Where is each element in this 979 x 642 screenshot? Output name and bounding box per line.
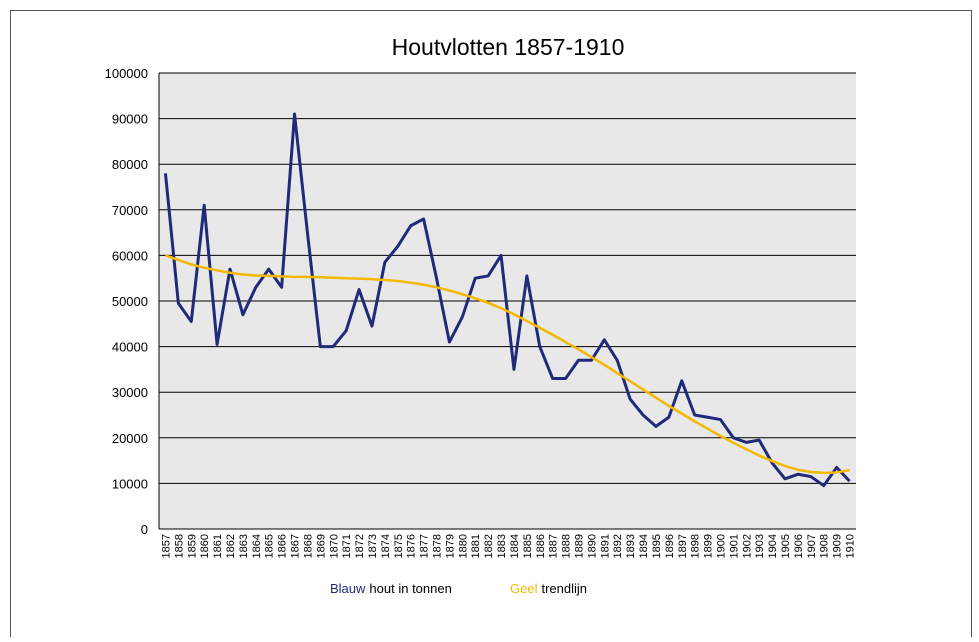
x-tick-label: 1892 bbox=[612, 534, 624, 558]
y-tick-label: 70000 bbox=[112, 203, 148, 218]
x-tick-label: 1884 bbox=[509, 534, 521, 558]
x-tick-label: 1861 bbox=[212, 534, 224, 558]
legend-key: Geel bbox=[510, 581, 538, 596]
y-tick-label: 60000 bbox=[112, 248, 148, 263]
x-tick-label: 1864 bbox=[251, 534, 263, 558]
y-tick-label: 10000 bbox=[112, 476, 148, 491]
x-tick-label: 1891 bbox=[599, 534, 611, 558]
x-tick-label: 1902 bbox=[741, 534, 753, 558]
x-tick-label: 1858 bbox=[173, 534, 185, 558]
x-tick-label: 1857 bbox=[160, 534, 172, 558]
x-tick-label: 1905 bbox=[780, 534, 792, 558]
legend-text: trendlijn bbox=[541, 581, 587, 596]
x-tick-label: 1869 bbox=[315, 534, 327, 558]
x-tick-label: 1859 bbox=[186, 534, 198, 558]
x-tick-label: 1909 bbox=[832, 534, 844, 558]
x-tick-label: 1878 bbox=[432, 534, 444, 558]
x-tick-label: 1903 bbox=[754, 534, 766, 558]
x-tick-label: 1880 bbox=[457, 534, 469, 558]
legend-key: Blauw bbox=[330, 581, 366, 596]
x-tick-label: 1908 bbox=[819, 534, 831, 558]
x-tick-label: 1885 bbox=[522, 534, 534, 558]
x-tick-label: 1888 bbox=[561, 534, 573, 558]
legend-entry: Blauw hout in tonnen bbox=[330, 581, 452, 596]
x-tick-label: 1874 bbox=[380, 534, 392, 558]
x-tick-label: 1901 bbox=[728, 534, 740, 558]
x-tick-label: 1873 bbox=[367, 534, 379, 558]
x-tick-label: 1883 bbox=[496, 534, 508, 558]
y-tick-label: 0 bbox=[141, 522, 148, 537]
y-tick-label: 20000 bbox=[112, 431, 148, 446]
x-tick-label: 1860 bbox=[199, 534, 211, 558]
x-tick-label: 1907 bbox=[806, 534, 818, 558]
chart-title: Houtvlotten 1857-1910 bbox=[392, 34, 625, 60]
x-tick-label: 1886 bbox=[535, 534, 547, 558]
x-tick-label: 1872 bbox=[354, 534, 366, 558]
y-tick-label: 90000 bbox=[112, 112, 148, 127]
x-tick-label: 1867 bbox=[290, 534, 302, 558]
x-tick-label: 1882 bbox=[483, 534, 495, 558]
y-tick-label: 100000 bbox=[105, 66, 148, 81]
x-tick-label: 1877 bbox=[419, 534, 431, 558]
x-tick-label: 1889 bbox=[573, 534, 585, 558]
x-tick-label: 1904 bbox=[767, 534, 779, 558]
x-tick-label: 1900 bbox=[715, 534, 727, 558]
x-tick-label: 1881 bbox=[470, 534, 482, 558]
series-line bbox=[165, 254, 850, 475]
x-tick-label: 1876 bbox=[406, 534, 418, 558]
x-tick-label: 1871 bbox=[341, 534, 353, 558]
y-tick-label: 50000 bbox=[112, 294, 148, 309]
x-tick-label: 1896 bbox=[664, 534, 676, 558]
x-tick-label: 1899 bbox=[703, 534, 715, 558]
legend-entry: Geel trendlijn bbox=[510, 581, 587, 596]
x-tick-label: 1894 bbox=[638, 534, 650, 558]
x-tick-label: 1897 bbox=[677, 534, 689, 558]
x-tick-label: 1875 bbox=[393, 534, 405, 558]
x-tick-label: 1862 bbox=[225, 534, 237, 558]
y-tick-label: 30000 bbox=[112, 385, 148, 400]
x-tick-label: 1895 bbox=[651, 534, 663, 558]
x-tick-label: 1868 bbox=[302, 534, 314, 558]
x-tick-label: 1898 bbox=[690, 534, 702, 558]
x-tick-label: 1910 bbox=[845, 534, 857, 558]
y-tick-label: 40000 bbox=[112, 340, 148, 355]
legend-text: hout in tonnen bbox=[369, 581, 451, 596]
x-tick-label: 1863 bbox=[238, 534, 250, 558]
x-tick-label: 1893 bbox=[625, 534, 637, 558]
x-tick-label: 1870 bbox=[328, 534, 340, 558]
x-tick-label: 1890 bbox=[586, 534, 598, 558]
x-tick-label: 1866 bbox=[277, 534, 289, 558]
x-tick-label: 1865 bbox=[264, 534, 276, 558]
x-tick-label: 1879 bbox=[444, 534, 456, 558]
x-tick-label: 1906 bbox=[793, 534, 805, 558]
x-tick-label: 1887 bbox=[548, 534, 560, 558]
y-tick-label: 80000 bbox=[112, 157, 148, 172]
